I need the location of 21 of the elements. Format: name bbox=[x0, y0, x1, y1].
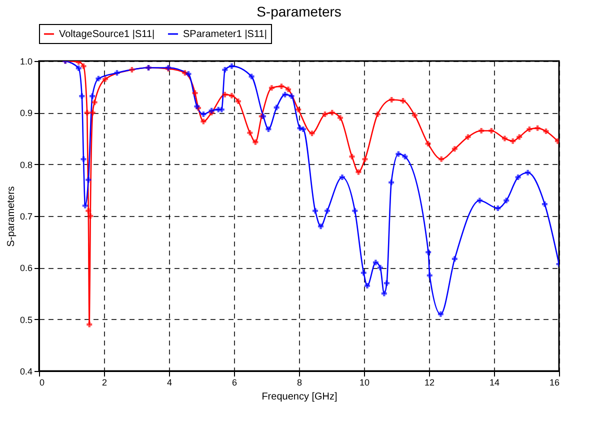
y-tick-label: 0.8 bbox=[20, 160, 32, 170]
x-tick-label: 12 bbox=[424, 378, 435, 388]
y-tick-label: 0.6 bbox=[20, 263, 32, 274]
x-tick-label: 14 bbox=[489, 378, 500, 388]
x-tick-label: 0 bbox=[40, 378, 45, 388]
x-tick-label: 16 bbox=[549, 378, 560, 388]
x-tick-label: 4 bbox=[166, 378, 172, 388]
y-tick-label: 0.7 bbox=[20, 212, 32, 222]
x-tick-label: 8 bbox=[296, 378, 302, 388]
y-tick-label: 1.0 bbox=[20, 56, 32, 66]
x-axis-title: Frequency [GHz] bbox=[262, 392, 338, 402]
x-tick-label: 10 bbox=[359, 378, 370, 388]
y-tick-label: 0.4 bbox=[20, 366, 32, 376]
y-tick-label: 0.9 bbox=[20, 108, 32, 118]
chart-title: S-parameters bbox=[256, 4, 342, 20]
legend-label: SParameter1 |S11| bbox=[183, 29, 267, 40]
x-tick-label: 6 bbox=[232, 378, 238, 388]
y-tick-label: 0.5 bbox=[20, 314, 32, 325]
x-tick-label: 2 bbox=[102, 378, 108, 388]
y-axis-title: S-parameters bbox=[6, 186, 17, 247]
legend-label: VoltageSource1 |S11| bbox=[59, 29, 155, 40]
